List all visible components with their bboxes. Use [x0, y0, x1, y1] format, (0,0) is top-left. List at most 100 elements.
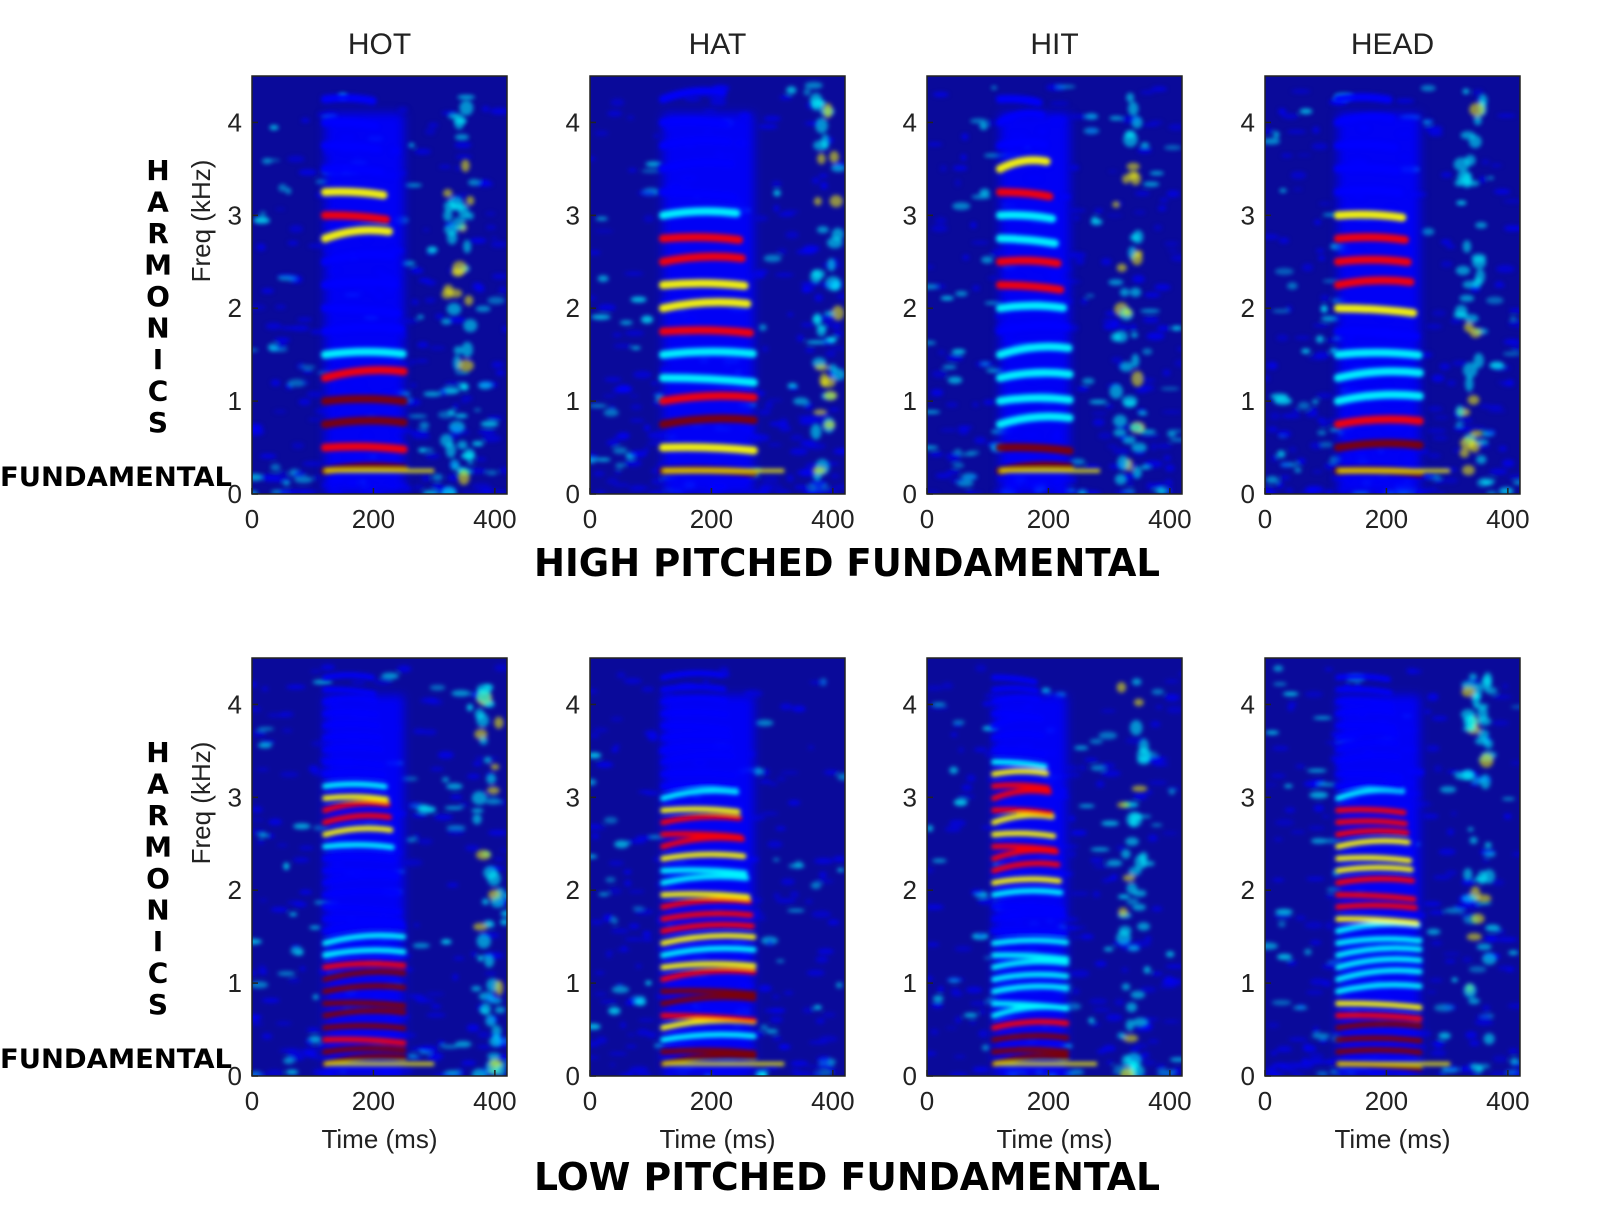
burst-speckle — [815, 117, 829, 134]
release-burst — [1116, 678, 1152, 1076]
noise-speckle — [1295, 915, 1306, 921]
noise-speckle — [709, 98, 727, 106]
harmonic-band — [320, 366, 408, 382]
noise-speckle — [475, 284, 485, 293]
noise-speckle — [972, 402, 979, 408]
plot-frame — [1264, 657, 1521, 1077]
noise-speckle — [1320, 304, 1328, 313]
noise-speckle — [1067, 850, 1077, 858]
burst-speckle — [1118, 907, 1129, 917]
harmonic-band — [320, 394, 408, 406]
noise-speckle — [752, 767, 763, 776]
burst-speckle — [494, 716, 504, 729]
row-caption: HIGH PITCHED FUNDAMENTAL — [534, 541, 1160, 585]
noise-speckle — [806, 969, 825, 977]
noise-speckle — [470, 951, 478, 957]
spectrogram-plot-area — [252, 658, 507, 1076]
noise-speckle — [1148, 780, 1167, 785]
noise-speckle — [610, 98, 625, 107]
noise-speckle — [1265, 486, 1275, 491]
harmonic-band — [1335, 1021, 1423, 1031]
burst-speckle — [1122, 1034, 1139, 1043]
noise-speckle — [298, 398, 311, 406]
noise-speckle — [307, 1047, 318, 1056]
noise-speckle — [837, 868, 845, 872]
noise-speckle — [779, 95, 793, 100]
noise-speckle — [490, 107, 507, 115]
noise-speckle — [801, 286, 812, 293]
noise-speckle — [629, 418, 645, 423]
noise-speckle — [1324, 489, 1331, 494]
noise-speckle — [429, 345, 446, 351]
burst-speckle — [1129, 287, 1142, 297]
noise-speckle — [478, 381, 492, 390]
noise-speckle — [1440, 239, 1452, 245]
noise-speckle — [947, 459, 963, 464]
noise-speckle — [1079, 764, 1086, 771]
noise-speckle — [1488, 409, 1506, 413]
harmonic-band — [660, 910, 754, 922]
harmonic-band — [1335, 864, 1414, 874]
harmonic-band — [991, 958, 1070, 971]
harmonic-band — [1335, 936, 1423, 946]
harmonics-letter: N — [146, 312, 169, 345]
harmonic-band — [995, 138, 1048, 150]
noise-speckle — [755, 719, 774, 727]
noise-speckle — [1309, 940, 1322, 945]
noise-speckle — [769, 1016, 783, 1024]
burst-speckle — [490, 896, 505, 908]
noise-speckle — [1429, 1041, 1447, 1047]
noise-speckle — [431, 483, 443, 489]
burst-speckle — [1129, 817, 1138, 827]
harmonic-band — [322, 794, 390, 803]
harmonic-band — [658, 443, 758, 455]
noise-speckle — [590, 733, 600, 739]
noise-speckle — [298, 845, 315, 851]
burst-speckle — [830, 368, 845, 381]
release-burst — [440, 100, 478, 494]
y-tick-label: 2 — [566, 875, 580, 905]
burst-speckle — [1469, 102, 1485, 117]
y-tick-label: 3 — [903, 200, 917, 230]
noise-speckle — [647, 431, 667, 440]
noise-speckle — [776, 248, 788, 255]
noise-speckle — [475, 457, 487, 462]
noise-speckle — [631, 346, 641, 350]
noise-speckle — [1482, 857, 1490, 863]
harmonic-band — [658, 373, 758, 387]
noise-speckle — [608, 1052, 628, 1056]
noise-speckle — [1166, 190, 1180, 198]
noise-speckle — [613, 483, 630, 487]
burst-speckle — [1131, 370, 1144, 387]
x-tick-label: 200 — [1027, 504, 1070, 534]
noise-speckle — [1285, 487, 1293, 493]
burst-speckle — [459, 100, 474, 116]
harmonic-band — [995, 281, 1065, 294]
noise-speckle — [812, 1070, 823, 1076]
noise-speckle — [1134, 191, 1150, 196]
noise-speckle — [1178, 671, 1182, 677]
noise-speckle — [802, 1007, 814, 1014]
x-axis-label: Time (ms) — [996, 1124, 1112, 1154]
harmonic-band — [1333, 255, 1412, 267]
burst-speckle — [1129, 423, 1143, 432]
noise-speckle — [626, 839, 647, 844]
noise-speckle — [1492, 694, 1512, 700]
harmonic-band — [660, 769, 737, 779]
noise-speckle — [643, 215, 654, 223]
noise-speckle — [815, 956, 829, 963]
noise-speckle — [1097, 432, 1113, 440]
noise-speckle — [466, 773, 480, 780]
noise-speckle — [293, 901, 308, 908]
burst-speckle — [1461, 465, 1475, 476]
burst-speckle — [816, 226, 829, 234]
harmonic-band — [322, 769, 387, 778]
burst-speckle — [1134, 249, 1143, 258]
noise-speckle — [478, 488, 497, 492]
y-tick-label: 4 — [903, 689, 917, 719]
noise-speckle — [927, 284, 938, 290]
burst-speckle — [1125, 1052, 1142, 1068]
noise-speckle — [961, 473, 977, 481]
y-tick-label: 2 — [903, 293, 917, 323]
